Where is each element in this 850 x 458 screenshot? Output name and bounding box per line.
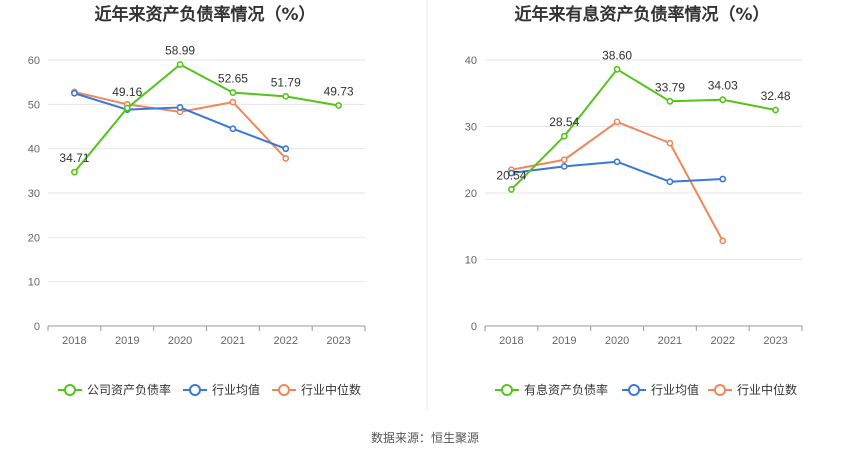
data-label: 32.48: [761, 89, 791, 103]
data-point: [719, 175, 727, 183]
data-source-note: 数据来源：恒生聚源: [370, 431, 479, 445]
y-tick-label: 50: [28, 99, 40, 111]
data-point: [71, 89, 78, 97]
series-line: [510, 68, 776, 191]
data-label: 58.99: [165, 43, 195, 57]
x-tick-label: 2019: [115, 335, 139, 347]
data-point: [666, 139, 674, 147]
data-point: [229, 125, 237, 133]
chart-title: 近年来有息资产负债率情况（%）: [514, 4, 769, 25]
legend-label: 行业中位数: [737, 382, 797, 397]
data-point: [613, 118, 621, 126]
data-point: [282, 155, 290, 162]
y-tick-label: 60: [28, 55, 40, 67]
data-point: [176, 61, 184, 68]
x-tick-label: 2023: [763, 335, 787, 347]
data-label: 51.79: [271, 75, 301, 89]
y-tick-label: 20: [28, 232, 40, 244]
y-tick-label: 0: [34, 321, 40, 333]
y-tick-label: 30: [465, 122, 477, 134]
data-point: [176, 104, 184, 111]
data-label: 52.65: [218, 72, 248, 86]
data-point: [560, 156, 568, 164]
data-point: [282, 145, 290, 153]
data-point: [282, 92, 290, 100]
legend-label: 公司资产负债率: [87, 382, 171, 397]
legend-item: 有息资产负债率: [495, 382, 608, 397]
x-tick-label: 2021: [658, 335, 682, 347]
legend-label: 行业均值: [212, 382, 260, 397]
legend-item: 公司资产负债率: [58, 382, 171, 397]
y-tick-label: 40: [465, 55, 477, 67]
data-label: 33.79: [655, 80, 685, 94]
x-tick-label: 2022: [274, 335, 298, 347]
data-label: 49.73: [324, 85, 354, 99]
data-point: [719, 237, 727, 245]
y-tick-label: 10: [28, 277, 40, 289]
interest-debt-ratio-chart: 近年来有息资产负债率情况（%） 0 10 20 30 40 2018 2019 2020 2021…: [465, 4, 803, 397]
y-tick-label: 0: [471, 321, 477, 333]
data-point: [719, 96, 727, 104]
data-point: [666, 178, 674, 186]
x-tick-label: 2020: [605, 335, 629, 347]
legend-item: 行业均值: [183, 382, 260, 397]
legend-marker: [64, 384, 76, 396]
data-label: 34.03: [708, 79, 738, 93]
x-tick-label: 2022: [711, 335, 735, 347]
data-label: 34.71: [59, 151, 89, 165]
data-point: [613, 158, 621, 166]
data-point: [508, 169, 515, 177]
series-line: [74, 92, 287, 150]
y-tick-label: 20: [465, 188, 477, 200]
legend-marker: [278, 384, 290, 396]
data-point: [335, 102, 342, 109]
data-point: [560, 132, 568, 140]
data-label: 38.60: [602, 48, 632, 62]
x-tick-label: 2023: [326, 335, 350, 347]
y-tick-label: 40: [28, 144, 40, 156]
data-point: [508, 186, 515, 193]
legend-marker: [628, 384, 640, 396]
debt-ratio-chart: 近年来资产负债率情况（%） 0 10 20 30 40 50 60 2018 2019 2020 20…: [28, 4, 366, 397]
series-line: [73, 63, 339, 173]
legend-marker: [714, 384, 726, 396]
x-tick-label: 2018: [499, 335, 523, 347]
legend-item: 行业中位数: [272, 382, 361, 397]
legend-marker: [501, 384, 513, 396]
data-label: 20.54: [496, 168, 526, 182]
legend-label: 有息资产负债率: [524, 382, 608, 397]
legend-item: 行业中位数: [708, 382, 797, 397]
legend-label: 行业中位数: [301, 382, 361, 397]
data-point: [613, 65, 621, 73]
legend-item: 行业均值: [622, 382, 699, 397]
y-tick-label: 30: [28, 188, 40, 200]
x-tick-label: 2019: [552, 335, 576, 347]
data-point: [666, 97, 674, 105]
data-point: [560, 162, 568, 170]
legend-marker: [189, 384, 201, 396]
data-point: [123, 104, 131, 112]
data-label: 49.16: [112, 85, 142, 99]
chart-title: 近年来资产负债率情况（%）: [94, 4, 315, 25]
x-tick-label: 2018: [62, 335, 86, 347]
y-tick-label: 10: [465, 255, 477, 267]
data-point: [772, 106, 779, 114]
x-tick-label: 2020: [168, 335, 192, 347]
data-point: [229, 89, 237, 96]
data-label: 28.54: [549, 115, 579, 129]
data-point: [229, 98, 237, 106]
legend-label: 行业均值: [651, 382, 699, 397]
data-point: [71, 168, 78, 176]
x-tick-label: 2021: [221, 335, 245, 347]
